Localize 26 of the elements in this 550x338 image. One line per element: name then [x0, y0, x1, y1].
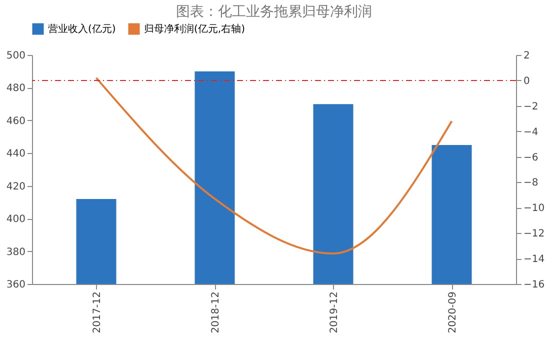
y2-tick-label: −14	[524, 254, 545, 266]
y2-tick-label: −16	[524, 280, 545, 290]
y-tick-label: 460	[6, 116, 26, 127]
x-tick-label: 2017-12	[92, 292, 103, 334]
y-tick-label: 480	[6, 83, 26, 94]
x-tick-label: 2020-09	[447, 292, 458, 334]
y-tick-label: 380	[6, 246, 26, 258]
y2-tick-label: −12	[524, 228, 545, 240]
legend-label: 营业收入(亿元)	[48, 23, 116, 35]
y2-tick-label: −10	[524, 203, 545, 214]
y2-tick-label: −2	[524, 101, 538, 112]
y2-tick-label: −8	[524, 178, 538, 189]
y-tick-label: 440	[6, 148, 26, 160]
y2-tick-label: 0	[524, 76, 530, 87]
line-series	[95, 76, 453, 254]
y2-tick-label: −4	[524, 126, 538, 138]
x-tick-label: 2019-12	[328, 292, 340, 334]
y-tick-label: 400	[6, 214, 26, 226]
x-tick-label: 2018-12	[210, 292, 222, 334]
y-tick-label: 500	[6, 50, 26, 62]
y2-tick-label: −6	[524, 152, 538, 164]
y-tick-label: 420	[6, 181, 26, 192]
chart-title: 图表：化工业务拖累归母净利润	[176, 4, 372, 20]
legend-label: 归母净利润(亿元,右轴)	[144, 23, 246, 35]
y2-tick-label: 2	[524, 50, 530, 62]
y-tick-label: 360	[6, 280, 26, 290]
